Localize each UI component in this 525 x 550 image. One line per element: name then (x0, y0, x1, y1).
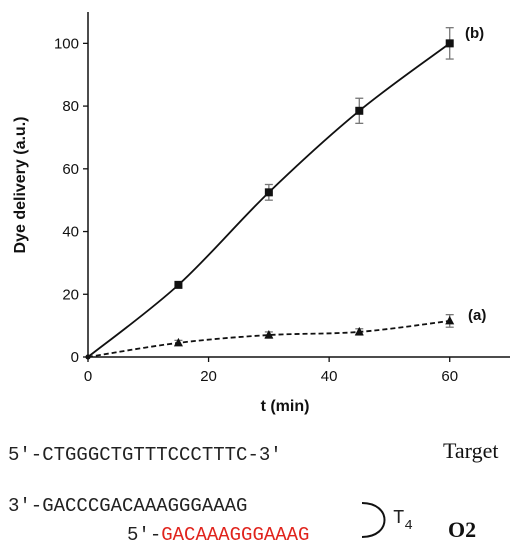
data-point (264, 330, 274, 339)
x-tick-label: 60 (441, 368, 458, 385)
x-tick-label: 0 (84, 368, 92, 385)
o2-bottom-prefix: 5'- (127, 524, 161, 546)
x-tick-label: 20 (200, 368, 217, 385)
data-point (355, 106, 364, 115)
target-sequence: 5'-CTGGGCTGTTTCCCTTTC-3' (8, 444, 282, 466)
data-point (445, 39, 454, 48)
data-point (445, 315, 455, 325)
plot-area (85, 27, 455, 360)
target-label: Target (443, 438, 498, 463)
y-axis-label: Dye delivery (a.u.) (12, 117, 29, 254)
o2-top-strand: 3'-GACCCGACAAAGGGAAAG (8, 495, 247, 517)
loop-label: T4 (393, 507, 413, 534)
data-point (264, 188, 273, 197)
series-label-a: (a) (468, 307, 486, 324)
data-point (354, 326, 364, 336)
y-tick-label: 20 (62, 286, 79, 303)
series-line-1 (87, 320, 450, 358)
x-axis-label: t (min) (261, 398, 310, 415)
o2-bottom-strand: 5'-GACAAAGGGAAAG (70, 524, 344, 546)
hairpin-loop-bracket (361, 502, 386, 538)
o2-label: O2 (448, 517, 476, 542)
o2-bottom-red-sequence: GACAAAGGGAAAG (161, 524, 309, 546)
loop-label-sub: 4 (404, 518, 412, 534)
y-tick-label: 60 (62, 161, 79, 178)
data-point (173, 337, 183, 347)
y-tick-label: 40 (62, 224, 79, 241)
loop-label-main: T (393, 507, 404, 529)
data-point (85, 354, 91, 360)
y-tick-label: 80 (62, 98, 79, 115)
series-label-b: (b) (465, 25, 484, 42)
y-tick-label: 0 (71, 349, 79, 366)
x-tick-label: 40 (321, 368, 338, 385)
y-tick-label: 100 (54, 35, 79, 52)
chart-axes: 0 20 40 60 80 100 0 20 40 60 (54, 12, 510, 385)
data-point (174, 280, 183, 289)
